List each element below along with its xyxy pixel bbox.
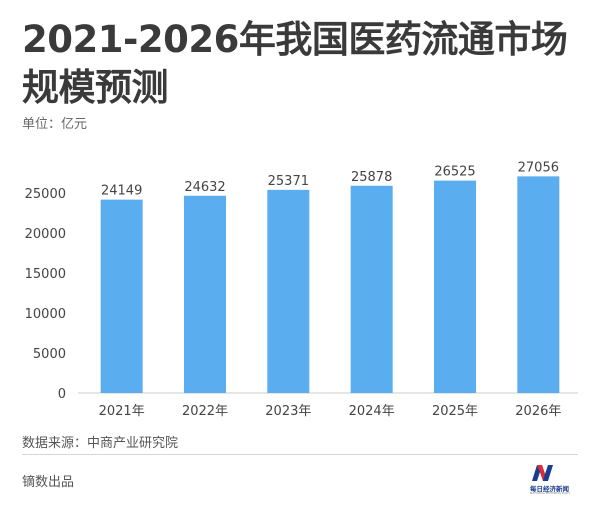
logo-text-cn: 每日经济新闻 (530, 485, 569, 493)
bar (517, 176, 560, 393)
chart-title: 2021-2026年我国医药流通市场规模预测 (22, 18, 568, 109)
bar-chart: 0 5000 10000 15000 20000 25000 24149 24632 2537… (25, 160, 578, 419)
y-tick-label: 25000 (25, 187, 66, 202)
bar-value-label: 25371 (268, 174, 309, 189)
bar (267, 189, 310, 393)
bar-value-label: 25878 (351, 170, 392, 185)
value-labels-group: 24149 24632 25371 25878 26525 27056 (101, 160, 559, 198)
y-tick-label: 0 (58, 387, 66, 402)
bar (434, 180, 476, 393)
x-tick-label: 2021年 (99, 404, 145, 419)
divider (22, 454, 578, 455)
y-tick-label: 10000 (25, 307, 66, 322)
x-tick-label: 2025年 (432, 404, 478, 419)
bar-value-label: 26525 (434, 165, 475, 180)
bar-value-label: 24632 (184, 180, 225, 195)
source-label: 数据来源：中商产业研究院 (22, 436, 179, 451)
x-tick-label: 2023年 (265, 404, 311, 419)
x-tick-label: 2022年 (182, 404, 228, 419)
y-tick-label: 20000 (25, 227, 66, 242)
y-tick-label: 5000 (33, 347, 66, 362)
bar-value-label: 27056 (518, 160, 559, 175)
x-tick-label: 2024年 (349, 404, 395, 419)
x-tick-label: 2026年 (515, 404, 561, 419)
publisher-logo: 每日经济新闻 NATIONAL BUSINESS DAILY (530, 462, 580, 495)
footer-label: 镝数出品 (22, 475, 75, 490)
unit-label: 单位：亿元 (22, 117, 88, 132)
y-axis-ticks: 0 5000 10000 15000 20000 25000 (25, 187, 66, 402)
logo-text-en: NATIONAL BUSINESS DAILY (530, 491, 571, 495)
bars-group (100, 176, 560, 393)
y-tick-label: 15000 (25, 267, 66, 282)
bar-value-label: 24149 (101, 184, 142, 199)
bar (350, 185, 393, 393)
x-axis-ticks: 2021年 2022年 2023年 2024年 2025年 2026年 (99, 404, 562, 419)
bar (100, 199, 143, 393)
nbd-logo-icon (532, 465, 553, 481)
bar (184, 195, 226, 393)
